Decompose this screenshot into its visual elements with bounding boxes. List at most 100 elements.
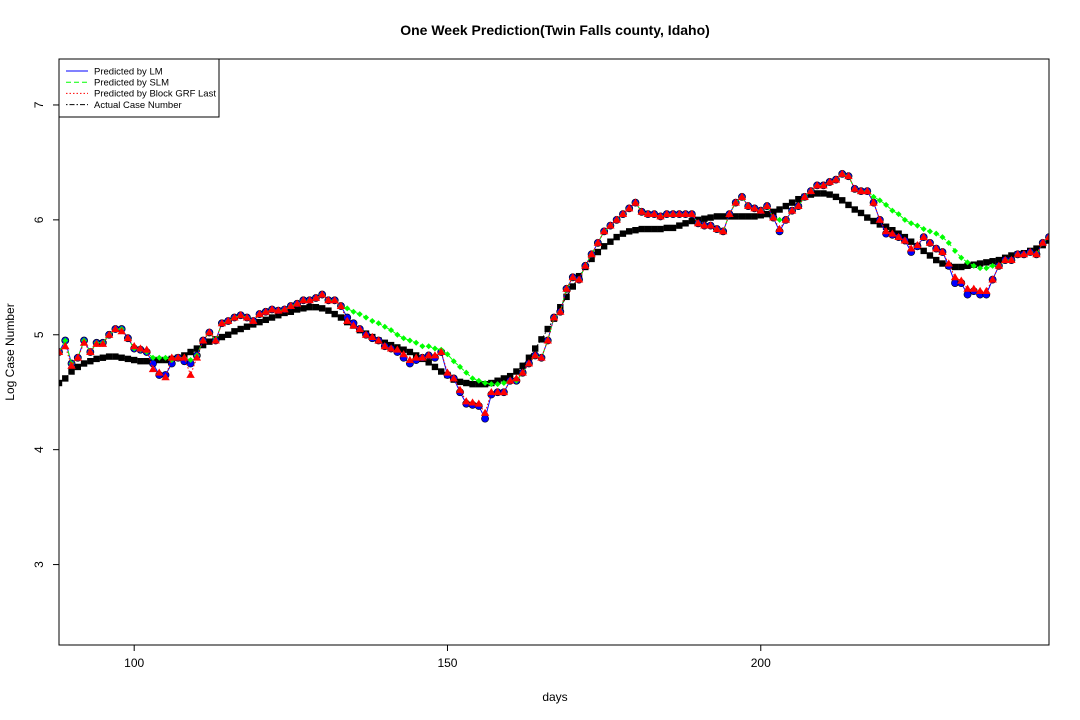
point-s2-61 bbox=[437, 347, 446, 355]
point-s1-51 bbox=[375, 320, 382, 327]
point-s2-112 bbox=[756, 206, 765, 214]
point-s2-43 bbox=[324, 296, 333, 304]
point-s3-136 bbox=[907, 238, 915, 245]
x-tick-label-1: 150 bbox=[437, 656, 457, 670]
point-s2-22 bbox=[192, 353, 202, 361]
y-tick-label-2: 5 bbox=[32, 331, 46, 338]
point-s3-2 bbox=[68, 368, 75, 375]
point-s2-101 bbox=[687, 209, 697, 218]
point-s2-28 bbox=[230, 313, 239, 321]
point-s3-11 bbox=[124, 355, 132, 363]
point-s2-85 bbox=[587, 250, 596, 258]
point-s3-139 bbox=[926, 252, 934, 259]
point-s2-41 bbox=[311, 293, 321, 301]
point-s1-16 bbox=[156, 354, 163, 361]
point-s3-149 bbox=[989, 258, 996, 265]
point-s1-159 bbox=[1052, 231, 1058, 237]
legend-label-1: Predicted by SLM bbox=[94, 78, 169, 89]
point-s2-50 bbox=[368, 332, 377, 341]
point-s2-135 bbox=[900, 236, 910, 244]
point-s1-141 bbox=[939, 234, 946, 241]
point-s2-42 bbox=[317, 290, 327, 298]
point-s2-97 bbox=[662, 209, 671, 218]
point-s3-35 bbox=[275, 312, 282, 319]
point-s1-131 bbox=[876, 197, 883, 204]
point-s2-65 bbox=[462, 397, 471, 405]
y-tick-label-0: 3 bbox=[32, 561, 46, 568]
point-s2-115 bbox=[775, 224, 784, 232]
point-s2-128 bbox=[856, 186, 866, 195]
point-s3-147 bbox=[976, 260, 984, 267]
point-s2-84 bbox=[581, 261, 590, 269]
point-s1-60 bbox=[431, 345, 438, 352]
point-s3-76 bbox=[532, 345, 539, 352]
point-s2-134 bbox=[894, 232, 903, 241]
point-s1-146 bbox=[970, 262, 977, 269]
point-s3-87 bbox=[600, 243, 608, 250]
point-s1-1 bbox=[62, 337, 69, 344]
point-s3-126 bbox=[845, 201, 852, 209]
point-s1-148 bbox=[983, 265, 990, 272]
point-s3-152 bbox=[1008, 252, 1015, 259]
series-1 bbox=[59, 170, 1058, 388]
point-s3-6 bbox=[93, 355, 100, 363]
point-s3-98 bbox=[669, 224, 677, 232]
series-2 bbox=[59, 169, 1049, 416]
point-s1-46 bbox=[344, 305, 351, 312]
point-s2-10 bbox=[117, 327, 126, 335]
point-s1-66 bbox=[469, 375, 476, 382]
point-s2-140 bbox=[932, 244, 941, 252]
point-s3-129 bbox=[864, 214, 871, 221]
point-s3-29 bbox=[237, 325, 244, 333]
point-s3-10 bbox=[118, 354, 125, 361]
point-s2-87 bbox=[599, 227, 609, 235]
point-s1-68 bbox=[482, 380, 489, 387]
point-s2-38 bbox=[292, 299, 302, 307]
point-s2-8 bbox=[104, 330, 114, 338]
point-s1-149 bbox=[989, 262, 996, 269]
point-s3-22 bbox=[193, 345, 201, 352]
point-s3-130 bbox=[870, 217, 877, 225]
point-s3-42 bbox=[318, 305, 326, 312]
legend-box bbox=[58, 58, 220, 118]
point-s3-88 bbox=[607, 238, 614, 245]
point-s1-134 bbox=[895, 211, 902, 218]
point-s3-159 bbox=[1052, 232, 1058, 238]
point-s2-77 bbox=[537, 353, 546, 361]
point-s1-17 bbox=[162, 354, 169, 361]
point-s2-153 bbox=[1013, 250, 1022, 258]
series-3 bbox=[59, 190, 1058, 388]
point-s1-69 bbox=[488, 381, 495, 388]
point-s1-63 bbox=[450, 358, 457, 365]
point-s0-159 bbox=[1052, 230, 1059, 237]
chart-title: One Week Prediction(Twin Falls county, I… bbox=[400, 22, 710, 38]
point-s3-0 bbox=[59, 379, 63, 387]
point-s2-49 bbox=[361, 330, 371, 338]
point-s2-94 bbox=[643, 209, 653, 218]
point-s2-109 bbox=[737, 192, 747, 200]
point-s2-4 bbox=[79, 338, 89, 346]
point-s2-108 bbox=[731, 198, 740, 206]
point-s2-14 bbox=[142, 345, 151, 353]
point-s3-138 bbox=[920, 247, 927, 255]
point-s2-21 bbox=[186, 370, 195, 378]
legend-label-3: Actual Case Number bbox=[94, 100, 182, 111]
point-s2-1 bbox=[61, 342, 70, 350]
point-s3-150 bbox=[995, 256, 1003, 264]
point-s2-51 bbox=[374, 336, 383, 344]
point-s2-126 bbox=[844, 172, 853, 180]
y-tick-label-1: 4 bbox=[32, 446, 46, 453]
point-s3-86 bbox=[594, 248, 602, 256]
point-s3-77 bbox=[538, 336, 545, 343]
point-s2-31 bbox=[249, 316, 258, 324]
point-s3-114 bbox=[770, 208, 777, 216]
point-s1-55 bbox=[400, 335, 407, 342]
point-s3-74 bbox=[519, 362, 526, 369]
point-s3-113 bbox=[763, 210, 771, 218]
point-s3-96 bbox=[657, 225, 664, 233]
point-s2-148 bbox=[982, 286, 991, 295]
point-s2-145 bbox=[963, 284, 972, 292]
point-s3-85 bbox=[588, 255, 595, 263]
point-s2-138 bbox=[919, 232, 928, 241]
point-s2-58 bbox=[418, 353, 427, 361]
